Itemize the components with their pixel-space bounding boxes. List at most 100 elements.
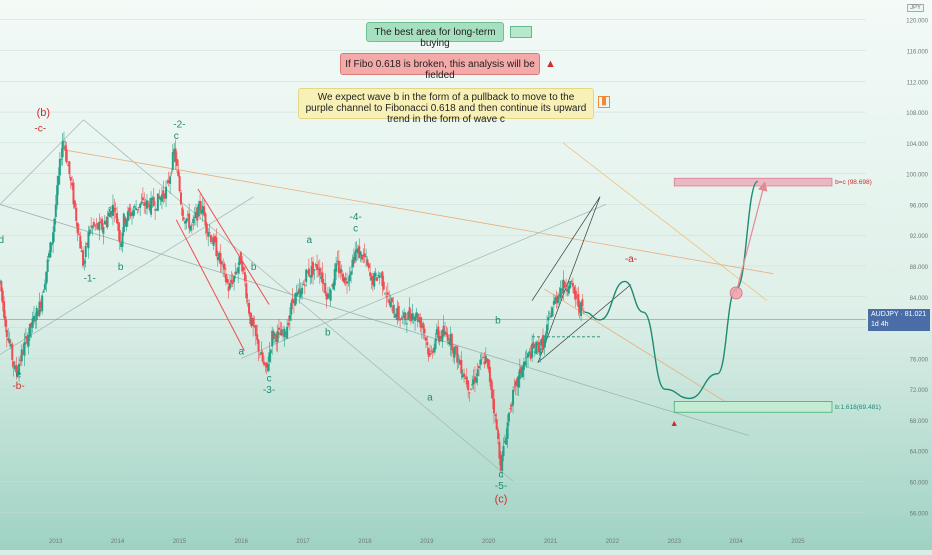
candle-body	[154, 209, 157, 211]
y-tick-label: 76.000	[910, 357, 929, 363]
wave-label: -4-	[350, 212, 362, 223]
candle-body	[141, 197, 144, 201]
candle-body	[33, 315, 36, 322]
candle-body	[529, 353, 532, 359]
trend-lines	[0, 119, 866, 482]
candle-body	[9, 344, 12, 347]
candle-body	[152, 196, 155, 206]
candle-body	[82, 250, 85, 266]
y-tick-label: 100.000	[906, 173, 928, 179]
candle-body	[340, 269, 343, 272]
candle-timer: 1d 4h	[871, 321, 889, 328]
wave-label: -5-	[495, 481, 507, 492]
candle-body	[441, 330, 444, 342]
candle-body	[393, 314, 396, 318]
candle-body	[320, 276, 323, 279]
candle-body	[197, 203, 200, 217]
candle-body	[578, 304, 581, 313]
candle-body	[460, 360, 463, 374]
time-axis[interactable]: 2013 2014 2015 2016 2017 2018 2019 2020 2021 2022…	[49, 539, 805, 545]
candle-body	[544, 334, 547, 343]
candle-body	[524, 361, 527, 366]
candle-body	[170, 172, 173, 174]
candle-body	[358, 245, 361, 259]
candle-body	[280, 329, 283, 336]
candle-body	[321, 272, 324, 284]
x-tick-label: 2016	[235, 539, 249, 545]
candle-body	[243, 272, 246, 282]
candle-body	[522, 361, 525, 370]
candle-body	[463, 373, 466, 378]
candle-body	[528, 351, 531, 354]
y-tick-label: 56.000	[910, 511, 929, 517]
trend-line	[67, 150, 774, 275]
candle-body	[565, 287, 568, 289]
candle-body	[375, 277, 378, 281]
candle-body	[139, 203, 142, 208]
candle-body	[472, 379, 475, 385]
warning-note[interactable]: If Fibo 0.618 is broken, this analysis w…	[340, 53, 540, 81]
candle-body	[418, 319, 421, 321]
candle-body	[310, 266, 313, 278]
candle-body	[510, 404, 513, 407]
candle-body	[576, 296, 579, 298]
candle-body	[469, 388, 472, 390]
candle-body	[381, 271, 384, 287]
candle-body	[128, 207, 131, 212]
candle-body	[37, 311, 40, 317]
candle-body	[445, 332, 448, 335]
candle-body	[516, 378, 519, 387]
candlesticks[interactable]	[0, 131, 585, 478]
candle-body	[189, 225, 192, 231]
wave-label: -c-	[34, 123, 46, 134]
candle-body	[276, 330, 279, 343]
candle-body	[273, 333, 276, 336]
candle-body	[86, 243, 89, 245]
buy-area-note[interactable]: The best area for long-term buying	[366, 22, 504, 49]
projection-arrow	[735, 181, 768, 294]
wave-label: (b)	[37, 107, 50, 119]
candle-body	[521, 367, 524, 378]
forecast-note[interactable]: We expect wave b in the form of a pullba…	[298, 88, 594, 125]
candle-body	[283, 328, 286, 338]
candle-body	[536, 343, 539, 345]
triangle-pattern	[531, 196, 632, 364]
wave-label: (c)	[495, 493, 508, 505]
candle-body	[250, 317, 253, 327]
x-tick-label: 2017	[296, 539, 310, 545]
candle-body	[107, 212, 110, 217]
wave-label: c	[353, 223, 358, 234]
candle-body	[356, 248, 359, 254]
candle-body	[4, 316, 7, 327]
candle-body	[366, 259, 369, 266]
wave-label: a	[307, 235, 313, 246]
y-tick-label: 64.000	[910, 450, 929, 456]
candle-body	[512, 389, 515, 406]
candle-body	[324, 283, 327, 294]
candle-body	[336, 261, 339, 263]
y-tick-label: 72.000	[910, 388, 929, 394]
current-price-tag: AUDJPY · 81.021 1d 4h	[868, 309, 930, 331]
candle-body	[520, 366, 523, 374]
price-axis[interactable]: 120.000 116.000 112.000 108.000 104.000 100.0…	[906, 19, 928, 518]
candle-body	[518, 369, 521, 380]
candle-body	[92, 222, 95, 227]
candle-body	[494, 414, 497, 416]
candle-body	[571, 282, 574, 287]
candle-body	[47, 253, 50, 258]
candle-body	[277, 327, 280, 330]
target-zone	[673, 177, 833, 187]
trend-line	[0, 196, 254, 355]
candle-body	[347, 281, 350, 283]
candle-body	[486, 358, 489, 363]
candle-body	[461, 374, 464, 378]
x-tick-label: 2019	[420, 539, 434, 545]
candle-body	[254, 325, 257, 337]
candle-body	[165, 186, 168, 199]
y-tick-label: 120.000	[906, 19, 928, 25]
candle-body	[116, 213, 119, 224]
candle-body	[331, 285, 334, 287]
candle-body	[482, 357, 485, 359]
candle-body	[24, 336, 27, 339]
